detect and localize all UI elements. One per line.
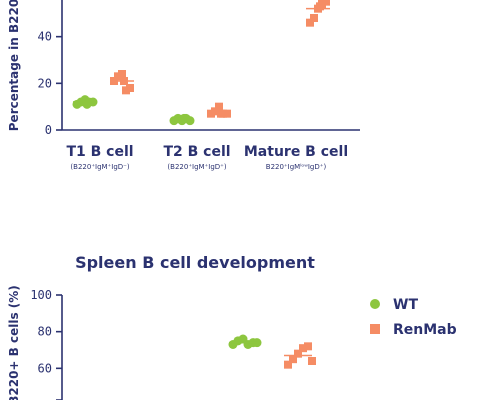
data-point-renmab bbox=[304, 342, 312, 351]
category-sublabel: B220⁺IgMˡᵒʷIgD⁺) bbox=[266, 163, 327, 171]
data-point-renmab bbox=[306, 18, 314, 27]
y-tick-label: 100 bbox=[30, 288, 52, 302]
data-point-renmab bbox=[284, 360, 292, 369]
category-sublabel: (B220⁺IgM⁺IgD⁻) bbox=[70, 163, 129, 171]
data-point-renmab bbox=[217, 109, 225, 118]
data-point-renmab bbox=[322, 0, 330, 6]
data-point-renmab bbox=[299, 344, 307, 353]
data-point-wt bbox=[179, 113, 189, 123]
category-label: T1 B cell bbox=[66, 144, 133, 160]
category-label: T2 B cell bbox=[163, 144, 230, 160]
data-point-renmab bbox=[294, 349, 302, 358]
y-axis-label: Percentage in B220+ bbox=[7, 0, 21, 131]
data-point-renmab bbox=[215, 102, 223, 111]
category-sublabel: (B220⁺IgM⁺IgD⁺) bbox=[167, 163, 226, 171]
data-point-renmab bbox=[223, 109, 231, 118]
category-label: Mature B cell bbox=[244, 144, 348, 160]
data-point-renmab bbox=[289, 355, 297, 364]
legend-wt-marker bbox=[370, 299, 380, 309]
legend-renmab-marker bbox=[370, 324, 380, 334]
data-point-renmab bbox=[310, 14, 318, 22]
data-point-renmab bbox=[126, 84, 134, 92]
legend-wt-label: WT bbox=[393, 297, 418, 313]
y-tick-label: 0 bbox=[45, 123, 52, 137]
y-tick-label: 80 bbox=[38, 325, 52, 339]
legend-renmab-label: RenMab bbox=[393, 322, 457, 338]
y-axis-label: B220+ B cells (%) bbox=[7, 285, 21, 400]
data-point-renmab bbox=[118, 70, 126, 78]
y-tick-label: 20 bbox=[38, 76, 52, 90]
y-tick-label: 40 bbox=[38, 30, 52, 44]
b-cell-percentage-chart: 0 20 40 Percentage in B220+ T1 B cell (B220⁺… bbox=[7, 0, 360, 171]
data-point-renmab bbox=[211, 107, 219, 116]
y-tick-label: 60 bbox=[38, 361, 52, 375]
chart-title: Spleen B cell development bbox=[75, 253, 315, 272]
data-point-renmab bbox=[316, 2, 324, 11]
data-point-renmab bbox=[308, 357, 316, 365]
